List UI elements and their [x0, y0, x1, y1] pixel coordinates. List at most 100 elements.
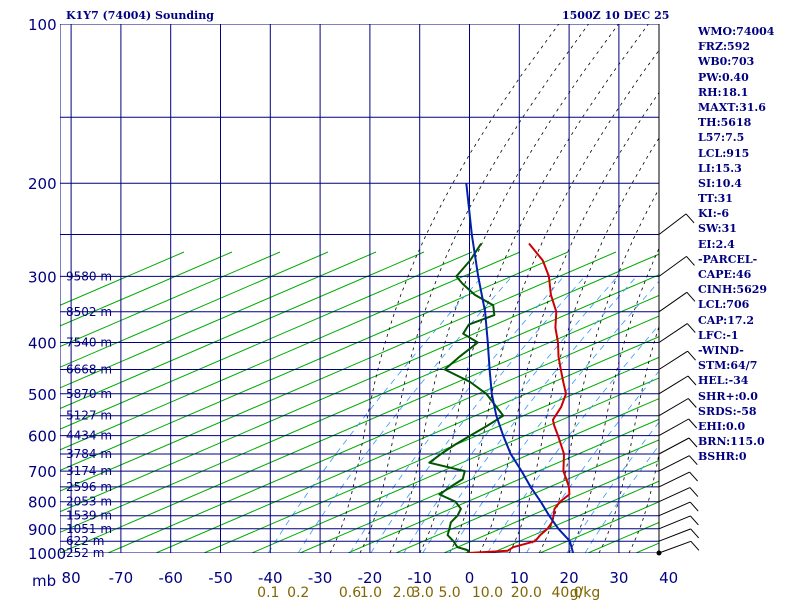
index-item: LCL:706: [698, 298, 750, 312]
height-label: 6668 m: [66, 363, 112, 377]
pressure-tick-label: 500: [28, 386, 57, 404]
dry-adiabats: [60, 251, 659, 553]
temperature-tick-label: -50: [208, 569, 233, 587]
dewpoint-profile: [428, 242, 505, 553]
wind-barb-feather: [687, 375, 697, 386]
mixing-ratio-line: [584, 444, 659, 553]
mixing-ratio-tick-label: 0.6: [339, 585, 361, 600]
index-item: -WIND-: [698, 343, 744, 357]
wind-barb-feather: [689, 487, 699, 497]
index-item: MAXT:31.6: [698, 100, 766, 114]
mixing-ratio-tick-label: 0.1: [257, 585, 279, 600]
wind-barb: [658, 255, 687, 277]
index-item: SHR+:0.0: [698, 389, 758, 403]
pressure-tick-label: 800: [28, 494, 57, 512]
wind-barb: [658, 323, 688, 343]
temperature-tick-label: -70: [109, 569, 134, 587]
index-item: LI:15.3: [698, 161, 742, 175]
moist-adiabat-line: [419, 24, 649, 553]
height-label: 2596 m: [66, 480, 112, 494]
mixing-ratio-tick-label: 20.0: [511, 585, 542, 600]
wind-barb: [658, 501, 691, 517]
index-item: L57:7.5: [698, 131, 745, 145]
pressure-tick-label: 1000: [28, 545, 66, 563]
pressure-tick-label: 700: [28, 463, 57, 481]
dry-adiabat-line: [60, 294, 659, 553]
index-item: SW:31: [698, 222, 737, 236]
temperature-tick-label: 30: [609, 569, 628, 587]
dry-adiabat-line: [347, 418, 659, 553]
sounding-profiles: [428, 183, 575, 553]
wind-barb: [658, 213, 687, 235]
dry-adiabat-line: [60, 251, 185, 306]
index-item: TT:31: [698, 192, 733, 206]
height-label: 5127 m: [66, 409, 112, 423]
dry-adiabat-line: [60, 251, 377, 389]
moist-adiabat-line: [479, 91, 659, 553]
height-label: 3784 m: [66, 447, 112, 461]
mixing-ratio-line: [349, 276, 565, 553]
temperature-tick-label: 10: [510, 569, 529, 587]
wind-barb-feather: [686, 256, 695, 266]
index-item: PW:0.40: [698, 70, 749, 84]
index-item: CAPE:46: [698, 268, 752, 281]
index-item: TH:5618: [698, 116, 752, 130]
dry-adiabat-line: [60, 251, 329, 368]
pressure-tick-label: 200: [28, 175, 57, 193]
mixing-ratio-tick-label: 5.0: [438, 585, 460, 600]
wind-barb: [658, 291, 688, 313]
index-item: HEL:-34: [698, 374, 749, 388]
valid-time: 1500Z 10 DEC 25: [562, 9, 670, 22]
dry-adiabat-line: [539, 501, 659, 553]
mixing-ratio-line: [267, 276, 483, 553]
moist-adiabat-line: [359, 24, 589, 553]
index-item: KI:-6: [698, 207, 729, 221]
wind-barb: [658, 398, 689, 417]
temperature-tick-label: -60: [158, 569, 183, 587]
dry-adiabat-line: [155, 336, 659, 553]
wind-barbs: [656, 24, 700, 556]
wind-barb: [658, 540, 692, 554]
height-label: 4434 m: [66, 429, 112, 443]
wind-barb: [658, 455, 690, 472]
dry-adiabat-line: [443, 460, 659, 553]
wind-barb: [658, 437, 690, 455]
wind-barb-feather: [687, 350, 696, 361]
dry-adiabat-line: [491, 480, 659, 553]
mixing-ratio-tick-label: 10.0: [472, 585, 503, 600]
wind-barb: [658, 418, 689, 437]
height-label: 7540 m: [66, 336, 112, 350]
pressure-tick-label: 100: [28, 16, 57, 34]
dry-adiabat-line: [203, 356, 659, 553]
temperature-tick-label: -20: [358, 569, 383, 587]
height-label: 252 m: [66, 546, 104, 560]
temperature-profile: [468, 242, 571, 553]
pressure-tick-label: 400: [28, 335, 57, 353]
dry-adiabat-line: [60, 251, 569, 471]
wind-barb: [658, 515, 691, 530]
wind-barb-feather: [689, 501, 699, 512]
wind-barb-feather: [690, 515, 699, 526]
wind-barb: [658, 487, 691, 503]
height-label: 5870 m: [66, 387, 112, 401]
index-item: SI:10.4: [698, 176, 742, 190]
temperature-tick-label: -10: [407, 569, 432, 587]
wind-barb-feather: [689, 471, 698, 482]
mixing-ratio-lines: [267, 276, 659, 553]
temperature-tick-label: 20: [560, 569, 579, 587]
mixing-ratio-tick-label: 2.0: [393, 585, 415, 600]
index-item: WMO:74004: [698, 25, 775, 38]
index-item: FRZ:592: [698, 40, 751, 54]
pressure-tick-label: 600: [28, 428, 57, 446]
calm-wind-marker: [656, 550, 662, 556]
dry-adiabat-line: [60, 251, 473, 430]
wind-barb: [658, 375, 689, 395]
wind-barb-feather: [686, 323, 696, 333]
pressure-tick-label: 900: [28, 521, 57, 539]
mixing-ratio-line: [370, 276, 586, 553]
index-item: EHI:0.0: [698, 419, 746, 433]
wind-barb-feather: [688, 418, 698, 429]
dry-adiabat-line: [60, 274, 659, 533]
